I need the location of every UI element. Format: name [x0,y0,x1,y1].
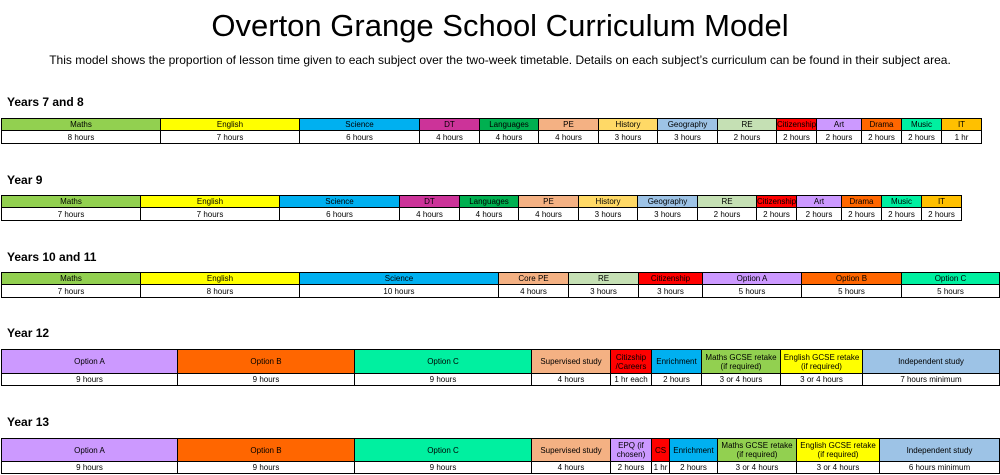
subject-cell-supervised-study: Supervised study [531,438,611,462]
subject-cell-epq-if-chosen: EPQ (if chosen) [610,438,652,462]
subject-cell-option-a: Option A [1,349,178,374]
section-label-year-13: Year 13 [7,415,50,429]
hours-cell-enrichment: 2 hours [651,373,702,386]
hours-cell-re: 2 hours [717,130,777,144]
hours-cell-citizenship: 3 hours [638,284,703,298]
subject-cell-english-gcse-retake-if-required: English GCSE retake (if required) [780,349,863,374]
hours-cell-languages: 4 hours [459,207,519,221]
hours-cell-languages: 4 hours [479,130,539,144]
hours-cell-it: 2 hours [921,207,962,221]
hours-cell-geography: 3 hours [637,207,698,221]
hours-cell-re: 2 hours [697,207,757,221]
hours-cell-english: 7 hours [160,130,300,144]
hours-cell-epq-if-chosen: 2 hours [610,461,652,474]
hours-cell-music: 2 hours [881,207,922,221]
hours-cell-option-c: 5 hours [901,284,1000,298]
page-subtitle: This model shows the proportion of lesso… [49,53,951,67]
hours-cell-independent-study: 6 hours minimum [879,461,1000,474]
timetable-years-7-8: Maths 8 hours English 7 hours Science 6 hours… [1,118,999,144]
subject-cell-supervised-study: Supervised study [531,349,611,374]
subject-cell-option-c: Option C [354,438,532,462]
hours-cell-re: 3 hours [568,284,639,298]
hours-cell-option-c: 9 hours [354,461,532,474]
hours-cell-dt: 4 hours [399,207,460,221]
subject-cell-enrichment: Enrichment [669,438,718,462]
subject-cell-citizship-careers: Citizship /Careers [610,349,652,374]
section-label-years-7-8: Years 7 and 8 [7,95,84,109]
hours-cell-option-b: 5 hours [801,284,902,298]
hours-cell-maths: 7 hours [1,284,141,298]
hours-cell-drama: 2 hours [841,207,882,221]
timetable-year-9: Maths 7 hours English 7 hours Science 6 hours… [1,195,999,221]
subject-cell-maths-gcse-retake-if-required: Maths GCSE retake (if required) [717,438,797,462]
hours-cell-maths-gcse-retake-if-required: 3 or 4 hours [717,461,797,474]
hours-cell-english-gcse-retake-if-required: 3 or 4 hours [780,373,863,386]
subject-cell-option-b: Option B [177,349,355,374]
hours-cell-citizenship: 2 hours [776,130,817,144]
hours-cell-art: 2 hours [816,130,862,144]
subject-cell-option-a: Option A [1,438,178,462]
hours-cell-option-c: 9 hours [354,373,532,386]
subject-cell-independent-study: Independent study [879,438,1000,462]
hours-cell-enrichment: 2 hours [669,461,718,474]
hours-cell-maths-gcse-retake-if-required: 3 or 4 hours [701,373,781,386]
subject-cell-it: IT [921,195,962,208]
hours-cell-dt: 4 hours [419,130,480,144]
hours-cell-supervised-study: 4 hours [531,373,611,386]
hours-cell-pe: 4 hours [538,130,599,144]
hours-cell-geography: 3 hours [657,130,718,144]
subject-cell-cs: CS [651,438,670,462]
hours-cell-maths: 7 hours [1,207,141,221]
hours-cell-option-b: 9 hours [177,461,355,474]
section-label-years-10-11: Years 10 and 11 [7,250,97,264]
subject-cell-english-gcse-retake-if-required: English GCSE retake (if required) [796,438,880,462]
hours-cell-science: 6 hours [299,130,420,144]
hours-cell-option-b: 9 hours [177,373,355,386]
page-title: Overton Grange School Curriculum Model [211,8,789,43]
hours-cell-english: 7 hours [140,207,280,221]
timetable-years-10-11: Maths 7 hours English 8 hours Science 10 hour… [1,272,1000,298]
subject-cell-maths-gcse-retake-if-required: Maths GCSE retake (if required) [701,349,781,374]
subject-cell-enrichment: Enrichment [651,349,702,374]
subject-cell-option-c: Option C [354,349,532,374]
hours-cell-citizenship: 2 hours [756,207,797,221]
hours-cell-pe: 4 hours [518,207,579,221]
hours-cell-drama: 2 hours [861,130,902,144]
hours-cell-core-pe: 4 hours [498,284,569,298]
hours-cell-it: 1 hr [941,130,982,144]
hours-cell-history: 3 hours [578,207,638,221]
hours-cell-citizship-careers: 1 hr each [610,373,652,386]
section-label-year-12: Year 12 [7,326,50,340]
hours-cell-english-gcse-retake-if-required: 3 or 4 hours [796,461,880,474]
hours-cell-art: 2 hours [796,207,842,221]
hours-cell-maths: 8 hours [1,130,161,144]
hours-cell-independent-study: 7 hours minimum [862,373,1000,386]
hours-cell-music: 2 hours [901,130,942,144]
subject-cell-option-b: Option B [177,438,355,462]
subject-cell-independent-study: Independent study [862,349,1000,374]
hours-cell-english: 8 hours [140,284,300,298]
hours-cell-option-a: 9 hours [1,373,178,386]
hours-cell-option-a: 5 hours [702,284,802,298]
hours-cell-science: 10 hours [299,284,499,298]
section-label-year-9: Year 9 [7,173,43,187]
hours-cell-option-a: 9 hours [1,461,178,474]
hours-cell-supervised-study: 4 hours [531,461,611,474]
hours-cell-cs: 1 hr [651,461,670,474]
hours-cell-history: 3 hours [598,130,658,144]
hours-cell-science: 6 hours [279,207,400,221]
